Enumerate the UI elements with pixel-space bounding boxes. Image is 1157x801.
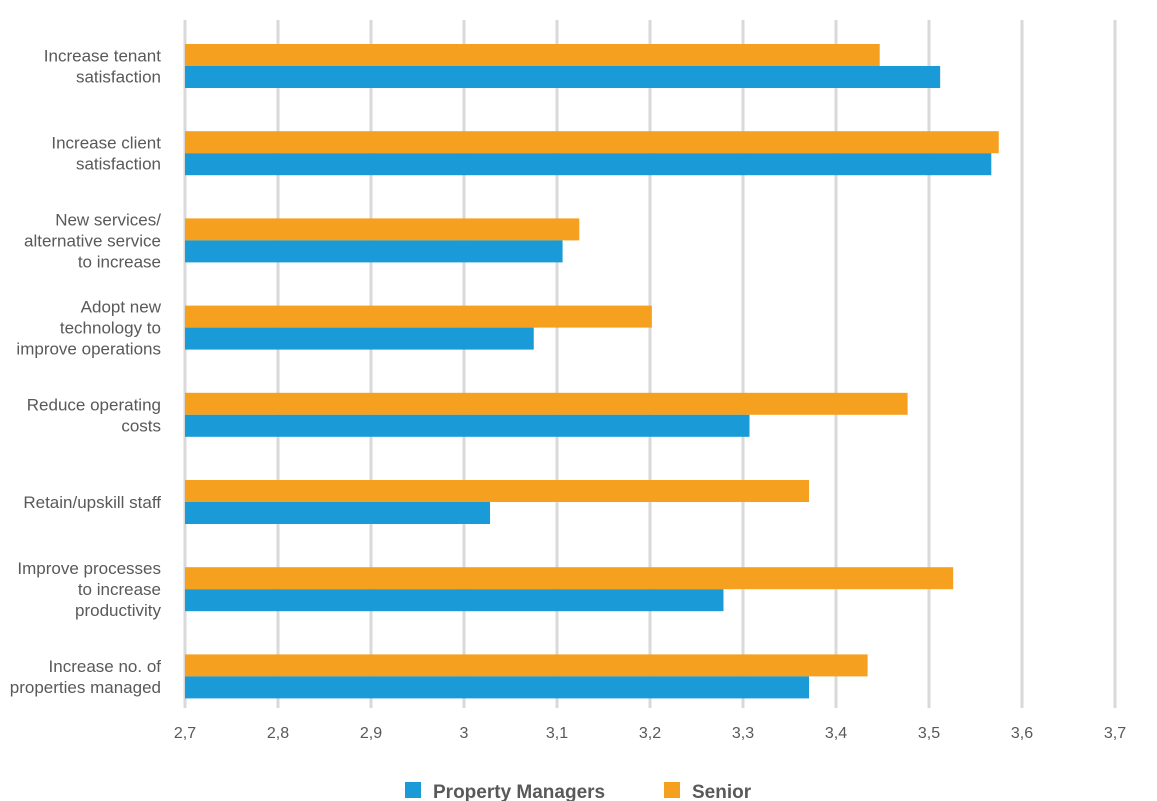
category-label: New services/alternative service to incre…	[24, 210, 161, 271]
x-tick-label: 3,4	[825, 725, 847, 742]
x-tick-label: 2,8	[267, 725, 289, 742]
category-label: Increase client satisfaction	[51, 134, 161, 174]
bar-property-managers	[185, 589, 724, 612]
bar-property-managers	[185, 153, 992, 176]
x-tick-label: 3,3	[732, 725, 754, 742]
bar-senior	[185, 218, 580, 241]
category-label: Reduce operating costs	[27, 395, 161, 435]
x-tick-label: 3,1	[546, 725, 568, 742]
bar-senior	[185, 392, 908, 415]
bar-senior	[185, 131, 999, 154]
bar-property-managers	[185, 414, 750, 437]
x-tick-label: 2,9	[360, 725, 382, 742]
category-label: Increase tenant satisfaction	[44, 47, 161, 87]
bar-senior	[185, 480, 810, 502]
category-label: Improve processes to increase productivity	[17, 559, 161, 620]
x-tick-label: 3,5	[918, 725, 940, 742]
x-tick-label: 3,2	[639, 725, 661, 742]
x-tick-label: 3,6	[1011, 725, 1033, 742]
bar-senior	[185, 654, 868, 677]
bar-property-managers	[185, 327, 534, 350]
bars	[185, 44, 999, 699]
legend-swatch	[405, 782, 421, 798]
bar-senior	[185, 305, 652, 328]
bar-property-managers	[185, 66, 941, 88]
legend-swatch	[664, 782, 680, 798]
x-axis-tick-labels: 2,7 2,8 2,9 3 3,1 3,2 3,3 3,4 3,5 3,6 3,7	[174, 725, 1126, 742]
bar-property-managers	[185, 502, 491, 524]
category-label: Retain/upskill staff	[23, 493, 161, 512]
bar-senior	[185, 567, 954, 590]
category-label: Adopt new technology to improve operations	[16, 298, 161, 359]
bar-property-managers	[185, 240, 563, 263]
legend: Property Managers Senior	[405, 782, 752, 801]
category-labels: Increase tenant satisfaction Increase clie…	[10, 47, 162, 697]
x-tick-label: 2,7	[174, 725, 196, 742]
x-tick-label: 3,7	[1104, 725, 1126, 742]
bar-property-managers	[185, 676, 810, 699]
bar-senior	[185, 44, 880, 66]
x-tick-label: 3	[460, 725, 469, 742]
category-label: Increase no. of properties managed	[10, 657, 161, 697]
legend-label: Senior	[692, 782, 752, 801]
legend-label: Property Managers	[433, 782, 605, 801]
